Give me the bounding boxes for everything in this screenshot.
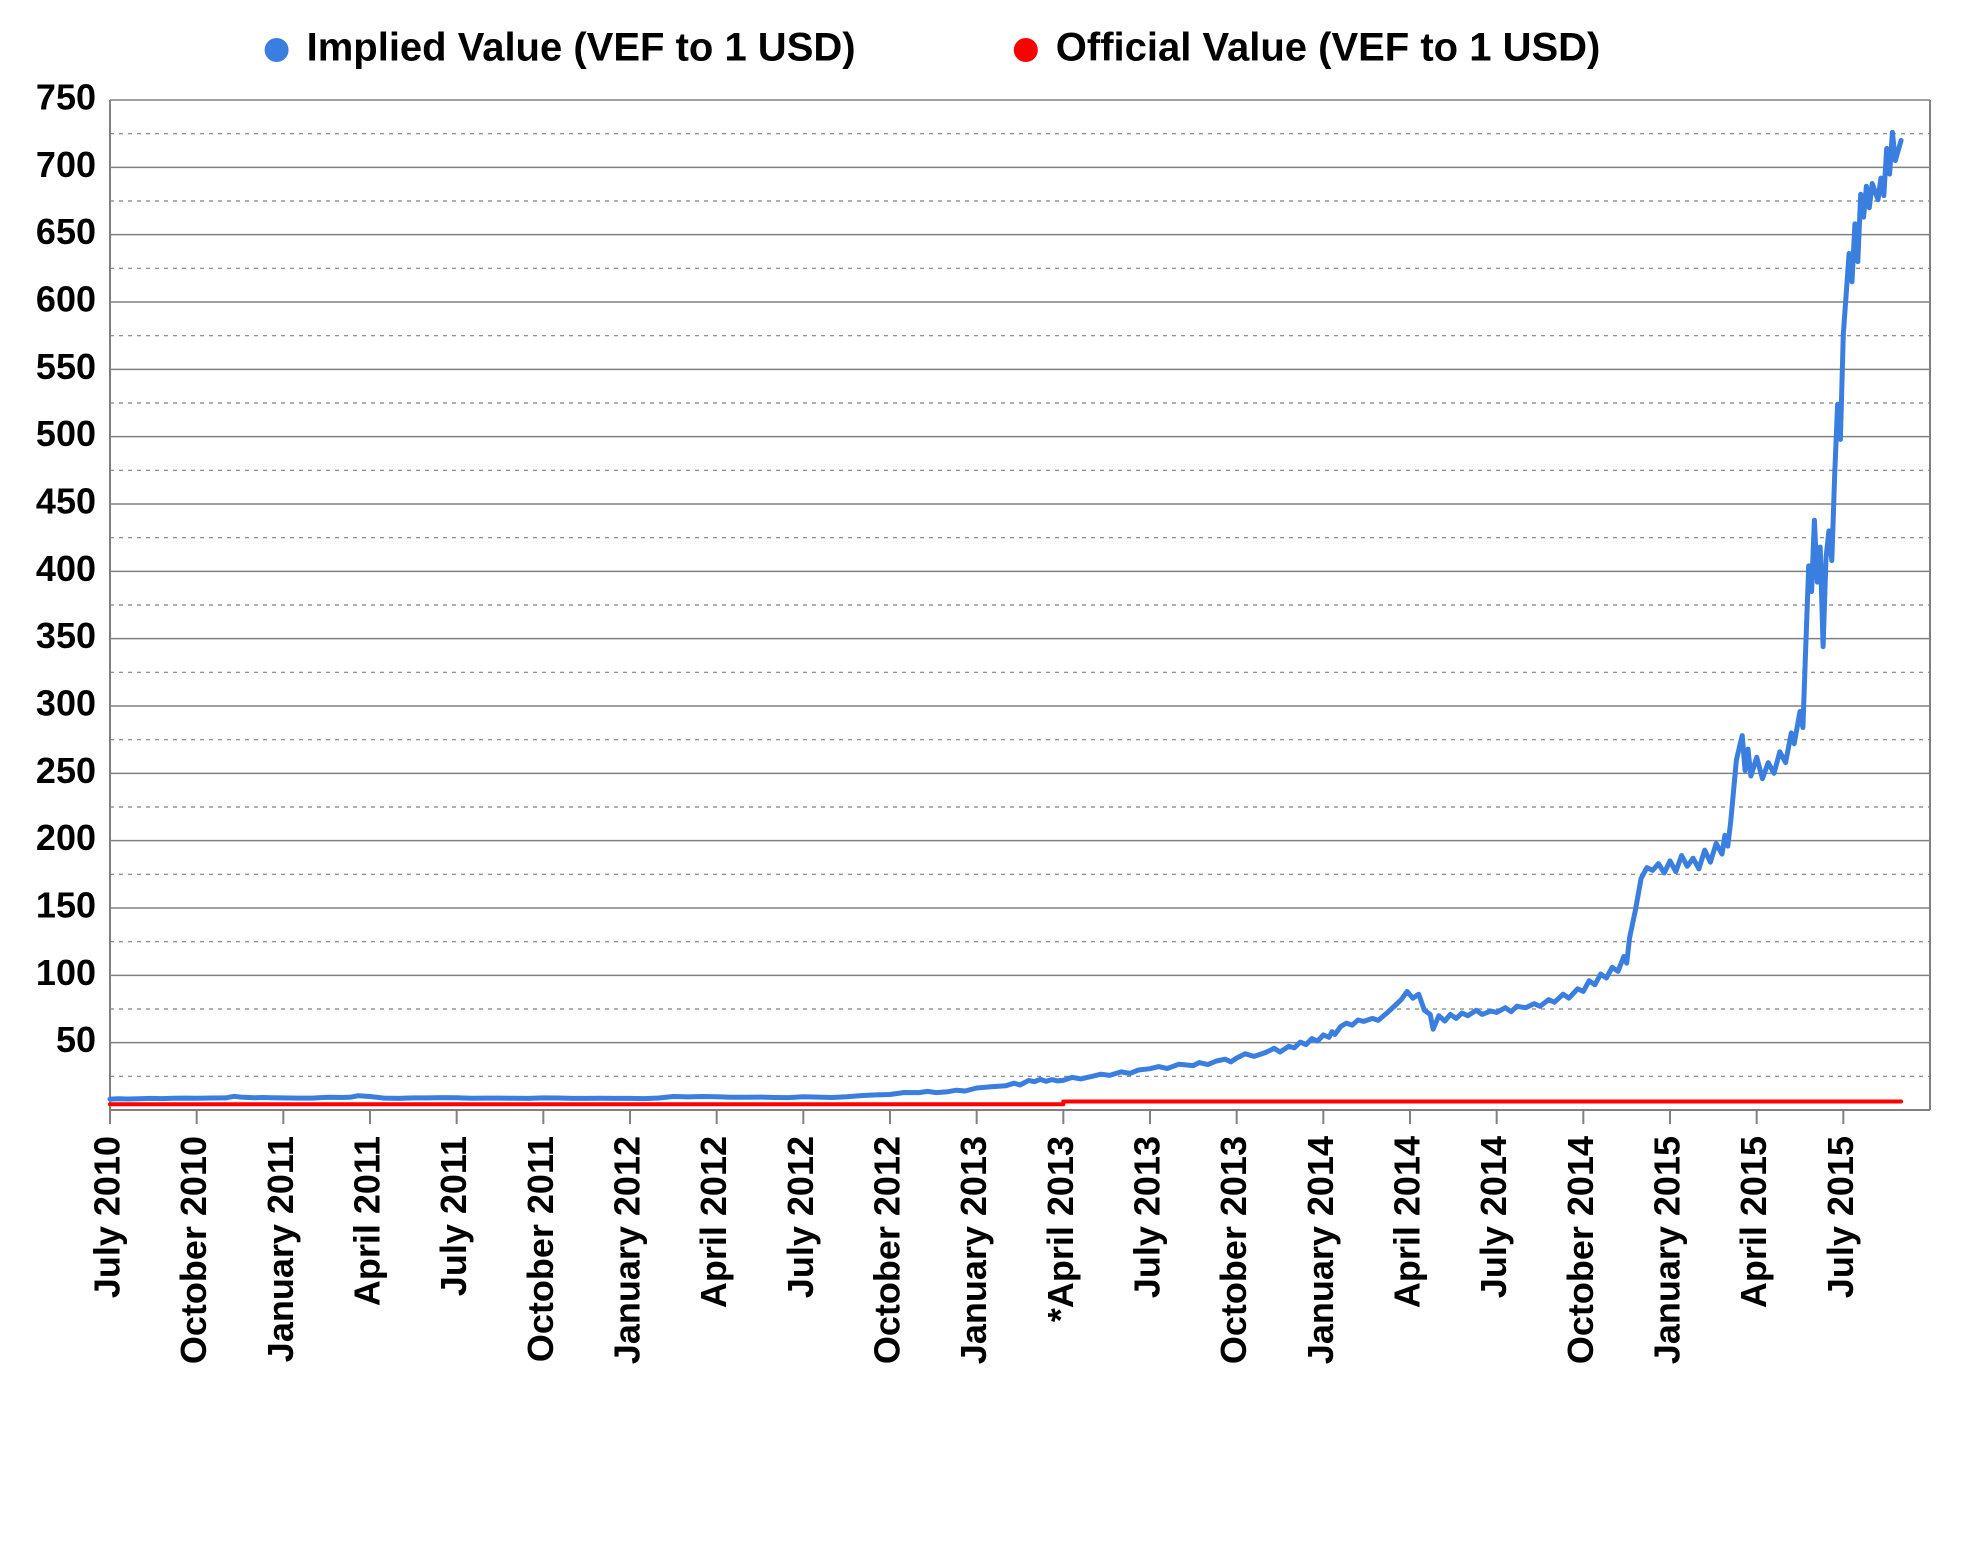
x-tick-label: April 2012 — [693, 1136, 734, 1308]
x-tick-label: July 2013 — [1127, 1136, 1168, 1298]
y-tick-label: 50 — [56, 1019, 96, 1060]
x-tick-label: January 2011 — [260, 1136, 301, 1362]
x-tick-label: October 2011 — [520, 1136, 561, 1362]
x-tick-label: October 2013 — [1213, 1136, 1254, 1364]
y-tick-label: 100 — [36, 952, 96, 993]
y-tick-label: 700 — [36, 144, 96, 185]
y-tick-label: 150 — [36, 885, 96, 926]
x-tick-label: July 2015 — [1820, 1136, 1861, 1298]
y-tick-label: 650 — [36, 211, 96, 252]
y-tick-label: 450 — [36, 481, 96, 522]
legend-label: Official Value (VEF to 1 USD) — [1056, 26, 1601, 70]
x-tick-label: October 2012 — [867, 1136, 908, 1364]
y-tick-label: 200 — [36, 817, 96, 858]
x-tick-label: *April 2013 — [1040, 1136, 1081, 1322]
y-axis-ticks: 50 100 150 200 250 300 350 400 450 500 550 600 650 70… — [36, 77, 96, 1061]
y-tick-label: 300 — [36, 683, 96, 724]
x-tick-label: April 2011 — [347, 1136, 388, 1306]
x-tick-label: July 2011 — [433, 1136, 474, 1296]
x-tick-label: October 2014 — [1560, 1136, 1601, 1364]
x-tick-label: July 2012 — [780, 1136, 821, 1298]
x-tick-label: January 2014 — [1300, 1136, 1341, 1364]
chart-container: 50 100 150 200 250 300 350 400 450 500 550 600 650 70… — [0, 0, 1970, 1550]
legend-item: Implied Value (VEF to 1 USD) — [265, 26, 856, 70]
y-tick-label: 250 — [36, 750, 96, 791]
y-tick-label: 600 — [36, 279, 96, 320]
y-tick-label: 400 — [36, 548, 96, 589]
x-tick-label: October 2010 — [173, 1136, 214, 1364]
y-tick-label: 750 — [36, 77, 96, 118]
x-tick-label: April 2014 — [1387, 1136, 1428, 1308]
x-tick-label: January 2012 — [607, 1136, 648, 1364]
x-tick-label: January 2013 — [953, 1136, 994, 1364]
x-tick-label: July 2010 — [87, 1136, 128, 1298]
legend-marker — [1014, 38, 1038, 62]
x-tick-label: January 2015 — [1647, 1136, 1688, 1364]
x-tick-label: April 2015 — [1733, 1136, 1774, 1308]
legend-marker — [265, 38, 289, 62]
line-chart: 50 100 150 200 250 300 350 400 450 500 550 600 650 70… — [0, 0, 1970, 1550]
y-tick-label: 500 — [36, 413, 96, 454]
legend-label: Implied Value (VEF to 1 USD) — [307, 26, 856, 70]
y-tick-label: 350 — [36, 615, 96, 656]
legend-item: Official Value (VEF to 1 USD) — [1014, 26, 1601, 70]
x-tick-label: July 2014 — [1473, 1136, 1514, 1298]
y-tick-label: 550 — [36, 346, 96, 387]
